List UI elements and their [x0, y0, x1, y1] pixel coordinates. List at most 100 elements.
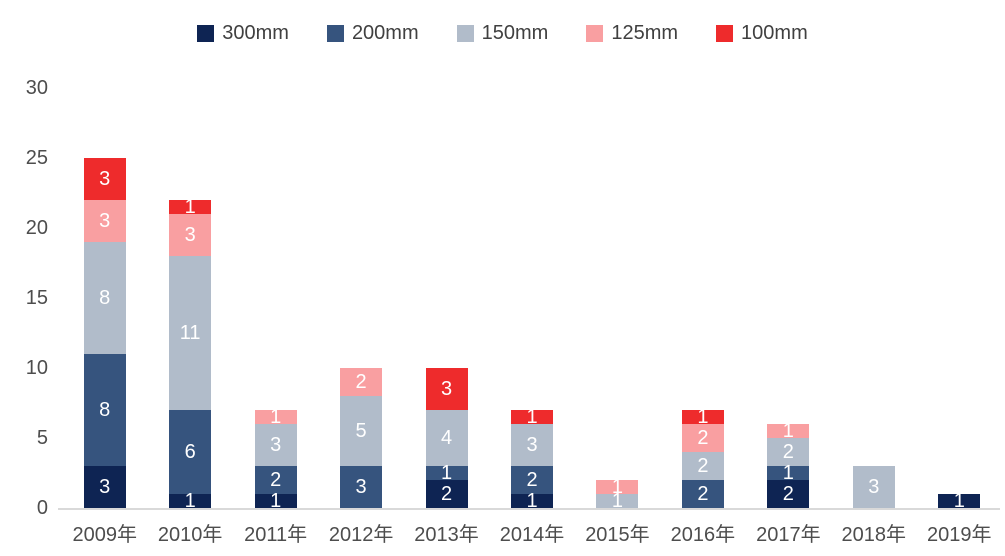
bar-value-label: 1 [611, 490, 624, 512]
bar-segment-125mm[interactable]: 2 [340, 368, 383, 396]
x-axis-tick-label: 2017年 [756, 524, 821, 546]
legend-swatch-icon [326, 25, 344, 42]
bar-value-label: 1 [440, 462, 453, 484]
bar-segment-150mm[interactable]: 8 [83, 242, 126, 354]
bar-segment-200mm[interactable]: 1 [425, 462, 468, 484]
bar-segment-125mm[interactable]: 1 [767, 421, 810, 441]
legend-swatch-icon [716, 25, 734, 42]
legend-item-150mm[interactable]: 150mm [456, 22, 549, 45]
y-axis-tick-label: 25 [25, 147, 48, 169]
x-axis-line [58, 508, 1000, 510]
bar-segment-200mm[interactable]: 6 [169, 410, 212, 494]
bar-value-label: 5 [355, 420, 367, 442]
bar-segment-125mm[interactable]: 1 [596, 476, 639, 498]
bar-value-label: 6 [184, 441, 196, 463]
bar-value-label: 1 [697, 406, 709, 428]
legend-item-100mm[interactable]: 100mm [716, 22, 808, 45]
bar-value-label: 3 [99, 168, 111, 190]
bar-segment-150mm[interactable]: 3 [852, 466, 895, 508]
bar-segment-300mm[interactable]: 1 [938, 490, 981, 512]
y-axis-tick-label: 10 [25, 357, 48, 379]
bar-segment-150mm[interactable]: 2 [681, 452, 724, 480]
bar-segment-200mm[interactable]: 1 [767, 463, 810, 483]
y-axis-tick-label: 5 [36, 427, 48, 449]
bar-segment-300mm[interactable]: 1 [254, 490, 297, 512]
bar-value-label: 8 [99, 287, 111, 309]
bar-2018年[interactable]: 3 [852, 466, 895, 508]
bar-value-label: 3 [99, 476, 111, 498]
bar-segment-150mm[interactable]: 3 [511, 424, 553, 466]
bar-segment-125mm[interactable]: 2 [681, 424, 724, 452]
x-axis-tick-label: 2019年 [927, 524, 992, 546]
bar-value-label: 3 [868, 476, 880, 498]
bar-2012年[interactable]: 3 5 2 [340, 368, 383, 508]
bar-segment-125mm[interactable]: 3 [169, 214, 212, 256]
bar-segment-100mm[interactable]: 3 [83, 158, 126, 200]
bar-value-label: 1 [611, 476, 624, 498]
legend-swatch-icon [197, 25, 215, 42]
bar-value-label: 2 [440, 483, 453, 505]
bar-segment-100mm[interactable]: 1 [681, 406, 724, 428]
bar-segment-200mm[interactable]: 8 [83, 354, 126, 466]
legend-item-125mm[interactable]: 125mm [586, 22, 678, 45]
bar-value-label: 1 [953, 490, 965, 512]
bar-2010年[interactable]: 1 6 11 3 1 [169, 196, 212, 511]
bar-value-label: 3 [99, 210, 111, 232]
bar-value-label: 2 [782, 483, 794, 505]
bar-segment-200mm[interactable]: 2 [511, 466, 553, 494]
bar-segment-100mm[interactable]: 1 [511, 406, 553, 428]
legend-label: 100mm [741, 22, 808, 44]
bar-segment-150mm[interactable]: 3 [254, 424, 297, 466]
bar-segment-200mm[interactable]: 3 [340, 466, 383, 508]
legend-item-300mm[interactable]: 300mm [197, 22, 289, 45]
bar-value-label: 11 [179, 322, 201, 344]
legend-label: 150mm [481, 22, 549, 44]
bar-segment-150mm[interactable]: 1 [596, 490, 639, 512]
bar-2019年[interactable]: 1 [938, 490, 981, 512]
bar-value-label: 8 [99, 399, 111, 421]
bar-segment-300mm[interactable]: 1 [169, 491, 212, 511]
bar-segment-125mm[interactable]: 3 [83, 200, 126, 242]
x-axis-tick-label: 2018年 [841, 524, 907, 546]
bar-segment-100mm[interactable]: 3 [425, 368, 468, 410]
bar-2009年[interactable]: 3 8 8 3 3 [83, 158, 126, 508]
bar-segment-200mm[interactable]: 2 [681, 480, 724, 508]
y-axis-tick-label: 0 [36, 497, 48, 519]
bar-segment-300mm[interactable]: 2 [425, 480, 468, 508]
y-axis-tick-label: 15 [25, 287, 48, 309]
legend-label: 300mm [222, 22, 289, 44]
bar-value-label: 2 [355, 371, 367, 393]
bar-segment-300mm[interactable]: 3 [83, 466, 126, 508]
bar-value-label: 1 [270, 490, 282, 512]
bar-segment-150mm[interactable]: 2 [767, 438, 810, 466]
bar-segment-150mm[interactable]: 4 [425, 410, 468, 466]
chart-legend: 300mm 200mm 150mm 125mm 100mm [0, 22, 1005, 45]
bar-value-label: 3 [526, 434, 538, 456]
legend-item-200mm[interactable]: 200mm [326, 22, 419, 45]
bar-segment-100mm[interactable]: 1 [169, 196, 212, 218]
bar-segment-125mm[interactable]: 1 [254, 406, 297, 428]
bar-segment-200mm[interactable]: 2 [254, 466, 297, 494]
x-axis-tick-label: 2014年 [499, 524, 565, 546]
bar-segment-300mm[interactable]: 2 [767, 480, 810, 508]
legend-label: 125mm [611, 22, 679, 44]
bar-value-label: 1 [184, 196, 196, 218]
x-axis-tick-label: 2009年 [72, 524, 137, 546]
bar-value-label: 2 [526, 469, 538, 491]
bar-value-label: 1 [526, 406, 538, 428]
bar-segment-150mm[interactable]: 11 [169, 256, 212, 410]
bar-value-label: 4 [440, 427, 453, 449]
bar-value-label: 1 [526, 490, 538, 512]
bar-segment-300mm[interactable]: 1 [511, 490, 553, 512]
y-axis-tick-label: 20 [25, 217, 48, 239]
legend-swatch-icon [456, 25, 474, 42]
bar-segment-150mm[interactable]: 5 [340, 396, 383, 466]
bar-value-label: 1 [270, 406, 282, 428]
